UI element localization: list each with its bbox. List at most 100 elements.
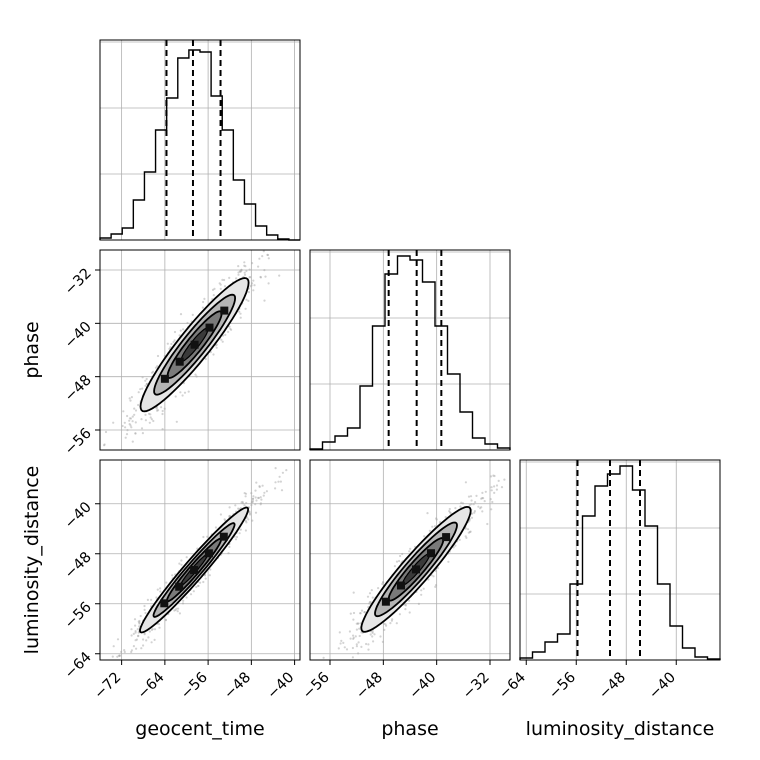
scatter-point: [178, 334, 181, 337]
scatter-point: [224, 333, 227, 336]
scatter-point: [409, 547, 412, 551]
y-tick-label: −56: [62, 426, 95, 459]
scatter-point: [130, 650, 133, 654]
scatter-point: [126, 429, 129, 432]
scatter-point: [182, 328, 185, 331]
scatter-point: [465, 536, 468, 540]
scatter-point: [251, 497, 254, 500]
scatter-point: [352, 634, 355, 637]
scatter-point: [170, 342, 173, 346]
scatter-point: [454, 544, 457, 547]
scatter-point: [448, 507, 451, 511]
scatter-point: [133, 618, 137, 621]
scatter-point: [123, 421, 126, 424]
scatter-point: [219, 513, 222, 516]
y-tick-label: −64: [62, 649, 95, 682]
y-tick-label: −48: [62, 549, 95, 582]
scatter-point: [148, 421, 151, 424]
scatter-point: [460, 501, 463, 504]
scatter-point: [125, 433, 129, 436]
scatter-point: [201, 306, 204, 309]
x-axis-label-phase: phase: [381, 718, 438, 740]
scatter-point: [372, 640, 375, 643]
scatter-point: [192, 590, 195, 593]
scatter-point: [249, 276, 252, 279]
scatter-point: [132, 645, 135, 648]
panel-frame: [519, 459, 721, 661]
density-cell: [427, 549, 435, 558]
scatter-point: [139, 614, 142, 618]
scatter-point: [274, 481, 277, 484]
scatter-point: [159, 587, 162, 590]
scatter-point: [137, 620, 140, 623]
scatter-point: [153, 628, 157, 631]
y-tick-label: −56: [62, 599, 95, 632]
scatter-point: [371, 630, 374, 633]
scatter-point: [185, 596, 188, 599]
scatter-point: [228, 276, 231, 279]
scatter-point: [189, 593, 193, 596]
scatter-point: [244, 519, 247, 523]
scatter-point: [404, 608, 407, 611]
panel-frame: [99, 39, 301, 241]
scatter-point: [178, 612, 181, 615]
scatter-point: [204, 357, 207, 361]
scatter-point: [161, 409, 164, 413]
scatter-point: [251, 262, 254, 265]
scatter-point: [212, 294, 215, 297]
scatter-point: [345, 648, 349, 651]
scatter-point: [490, 486, 493, 489]
scatter-point: [371, 635, 374, 638]
scatter-point: [227, 552, 230, 555]
scatter-point: [215, 343, 218, 346]
scatter-point: [459, 505, 462, 508]
x-tick-label: −48: [221, 670, 254, 703]
scatter-point: [359, 612, 362, 615]
scatter-point: [252, 279, 255, 282]
scatter-point: [243, 264, 246, 267]
scatter-point: [164, 618, 167, 621]
scatter-point: [483, 500, 486, 503]
scatter-point: [369, 633, 372, 636]
scatter-point: [470, 499, 473, 502]
scatter-point: [219, 287, 222, 290]
scatter-point: [152, 419, 155, 423]
scatter-point: [423, 535, 426, 538]
scatter-point: [134, 409, 138, 412]
scatter-point: [278, 274, 281, 277]
density-cell: [175, 582, 184, 591]
scatter-point: [238, 310, 241, 313]
x-tick-label: −64: [135, 670, 168, 703]
density-cell: [442, 533, 451, 542]
scatter-point: [435, 518, 438, 521]
scatter-point: [382, 581, 385, 584]
scatter-point: [150, 418, 153, 421]
scatter-point: [142, 638, 145, 641]
scatter-point: [149, 416, 152, 419]
scatter-point: [278, 475, 281, 478]
scatter-point: [267, 282, 270, 285]
scatter-point: [263, 299, 266, 302]
scatter-point: [166, 342, 169, 345]
scatter-point: [179, 329, 182, 332]
scatter-point: [131, 420, 134, 423]
scatter-point: [151, 628, 154, 631]
density-cell: [160, 374, 169, 383]
density-cell: [219, 532, 228, 541]
scatter-point: [176, 610, 179, 613]
scatter-point: [230, 328, 233, 331]
scatter-point: [117, 654, 120, 657]
histogram-geocent_time: [99, 49, 300, 241]
scatter-point: [468, 503, 471, 507]
scatter-point: [348, 630, 351, 633]
panel-phase-vs-luminosity_distance: −56 −48 −40 −32: [300, 459, 511, 702]
scatter-point: [434, 585, 437, 589]
scatter-point: [422, 587, 425, 590]
scatter-point: [447, 560, 450, 563]
scatter-point: [428, 529, 431, 532]
scatter-point: [359, 622, 362, 625]
panel-geocent_time-hist: [99, 39, 301, 241]
scatter-point: [279, 480, 282, 483]
scatter-point: [469, 495, 473, 498]
scatter-point: [367, 648, 370, 651]
